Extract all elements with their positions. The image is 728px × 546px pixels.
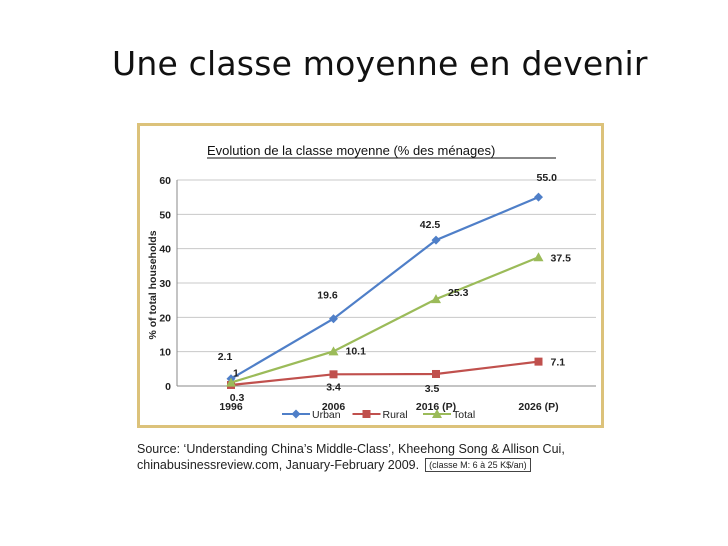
data-point-square	[329, 370, 338, 379]
data-point-triangle	[226, 377, 236, 387]
data-point-triangle	[432, 409, 442, 418]
data-point-square	[534, 357, 543, 366]
legend-label-urban: Urban	[312, 409, 341, 421]
chart-title: Evolution de la classe moyenne (% des mé…	[207, 143, 495, 158]
data-point-square	[362, 410, 371, 418]
series-line-urban	[230, 196, 539, 380]
data-label-total: 37.5	[551, 252, 572, 264]
x-tick-label: 2016 (P)	[416, 401, 456, 413]
y-axis-label: % of total households	[147, 230, 159, 339]
data-label-layer: 2.1 19.6 42.5 55.0 0.3 3.4 3.5 7.1 1 10.1 25.3 37.5	[218, 172, 571, 404]
data-label-rural: 3.4	[326, 381, 341, 393]
axis-layer: 0 10 20 30 40 50 60 1996 2006 2016 (P) 2026 (P)	[159, 175, 596, 413]
y-tick-label: 50	[159, 209, 171, 221]
x-tick-label: 1996	[219, 401, 243, 413]
legend: Urban Rural Total	[282, 409, 475, 421]
data-label-urban: 55.0	[537, 172, 558, 184]
data-label-total: 10.1	[346, 345, 367, 357]
y-tick-label: 0	[165, 381, 171, 393]
slide-title: Une classe moyenne en devenir	[112, 44, 648, 83]
x-tick-label: 2026 (P)	[518, 401, 558, 413]
data-label-urban: 19.6	[317, 290, 338, 302]
series-line-rural	[230, 360, 539, 387]
data-label-total: 25.3	[448, 287, 469, 299]
data-point-triangle	[533, 252, 544, 262]
chart-frame: Evolution de la classe moyenne (% des mé…	[137, 123, 604, 428]
legend-label-total: Total	[453, 409, 475, 421]
y-tick-label: 40	[159, 244, 171, 256]
data-point-triangle	[431, 294, 441, 304]
legend-label-rural: Rural	[383, 409, 408, 421]
y-tick-label: 30	[159, 278, 171, 290]
source-text: Source: ‘Understanding China’s Middle-Cl…	[137, 442, 565, 472]
y-tick-label: 60	[159, 175, 171, 187]
data-point-diamond	[291, 409, 301, 419]
data-label-total: 1	[233, 368, 239, 380]
data-point-diamond	[329, 314, 338, 324]
x-tick-label: 2006	[322, 401, 346, 413]
data-label-rural: 3.5	[425, 383, 440, 395]
line-chart: Evolution de la classe moyenne (% des mé…	[147, 143, 596, 421]
y-tick-label: 10	[159, 347, 171, 359]
data-point-diamond	[431, 235, 441, 245]
source-note: (classe M: 6 à 25 K$/an)	[425, 458, 531, 472]
series-layer	[226, 192, 544, 389]
data-label-urban: 2.1	[218, 351, 233, 363]
data-label-urban: 42.5	[420, 219, 441, 231]
series-line-total	[230, 256, 539, 384]
data-point-triangle	[328, 346, 339, 356]
source-citation: Source: ‘Understanding China’s Middle-Cl…	[137, 441, 607, 473]
data-label-rural: 0.3	[230, 392, 245, 404]
y-tick-label: 20	[159, 312, 171, 324]
grid-layer	[177, 179, 596, 387]
data-label-rural: 7.1	[551, 357, 566, 369]
data-point-square	[432, 369, 440, 378]
data-point-diamond	[534, 192, 543, 202]
